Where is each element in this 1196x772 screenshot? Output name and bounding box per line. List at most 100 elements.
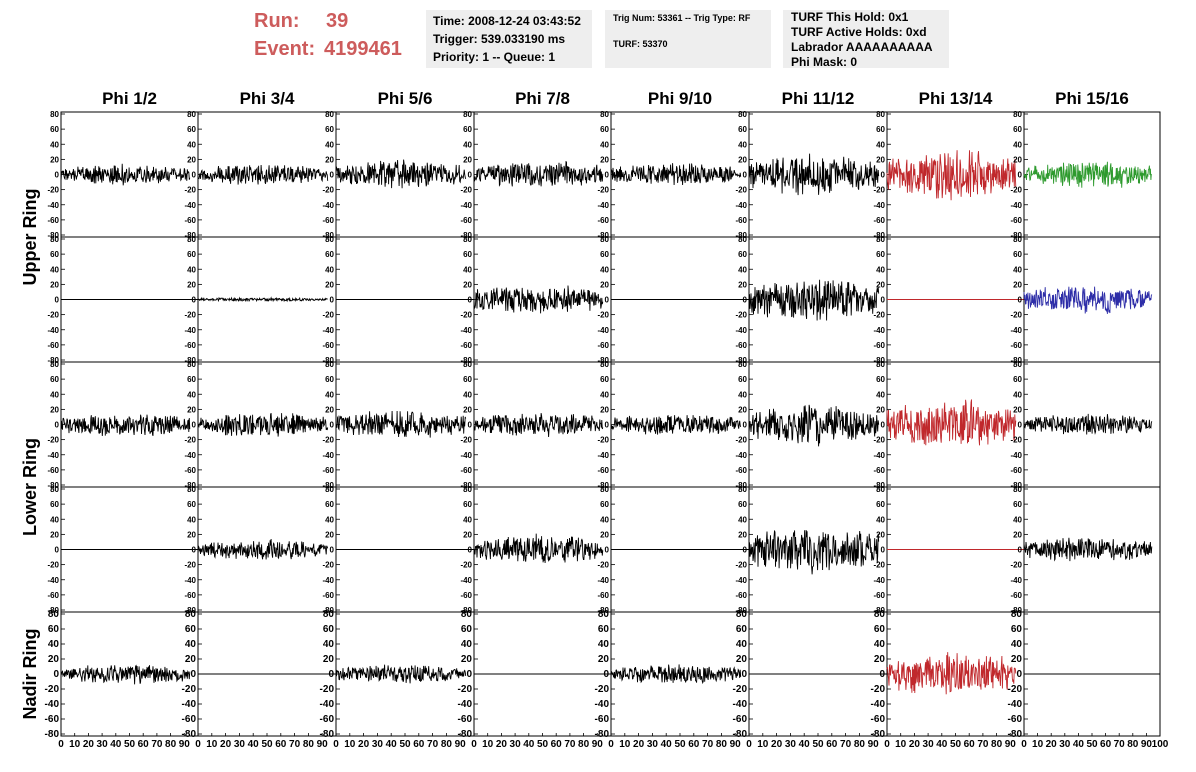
waveform-panel: 80 60 40 20 0 -20 -40 -60 -80 — [47, 235, 199, 365]
y-tick-label: -40 — [733, 699, 748, 710]
x-tick-label: 50 — [124, 739, 136, 750]
y-tick-label: 80 — [876, 360, 885, 369]
waveform-trace — [886, 399, 1017, 446]
y-tick-label: -40 — [47, 451, 59, 460]
waveform-panel: 80 60 40 20 0 -20 -40 -60 -80 — [597, 235, 750, 365]
waveform-panel: 80 60 40 20 0 -20 -40 -60 -80 — [460, 110, 612, 240]
y-tick-label: 80 — [323, 609, 335, 620]
y-tick-label: -40 — [320, 699, 335, 710]
y-tick-label: -80 — [597, 231, 609, 240]
x-tick-label: 60 — [551, 739, 563, 750]
waveform-trace — [1023, 413, 1153, 435]
y-tick-label: 40 — [1013, 140, 1022, 149]
x-tick-label: 60 — [826, 739, 838, 750]
x-tick-label: 50 — [950, 739, 962, 750]
y-tick-label: -20 — [322, 311, 334, 320]
x-tick-label: 40 — [799, 739, 811, 750]
waveform-panel: 80 60 40 20 0 -20 -40 -60 -80 — [735, 235, 888, 365]
y-tick-label: 80 — [876, 485, 885, 494]
y-tick-label: 60 — [1011, 624, 1023, 635]
y-tick-label: 40 — [874, 639, 886, 650]
y-tick-label: -80 — [460, 356, 472, 365]
y-tick-label: -40 — [460, 451, 472, 460]
y-tick-label: 80 — [50, 235, 59, 244]
y-tick-label: 20 — [738, 530, 747, 539]
y-tick-label: 0 — [743, 546, 748, 555]
waveform-trace — [60, 664, 191, 685]
y-tick-label: -60 — [45, 714, 60, 725]
y-tick-label: -20 — [47, 186, 59, 195]
y-tick-label: 40 — [187, 390, 196, 399]
y-tick-label: -80 — [322, 481, 334, 490]
x-tick-label: 60 — [275, 739, 287, 750]
waveform-trace — [748, 529, 880, 575]
y-tick-label: 40 — [187, 515, 196, 524]
y-tick-label: -80 — [322, 356, 334, 365]
x-tick-label: 30 — [372, 739, 384, 750]
column-header: Phi 3/4 — [240, 89, 295, 108]
y-tick-label: 40 — [50, 390, 59, 399]
y-tick-label: -40 — [460, 576, 472, 585]
x-tick-label: 20 — [771, 739, 783, 750]
y-tick-label: -40 — [460, 326, 472, 335]
y-tick-label: 0 — [881, 171, 886, 180]
ring-label: Lower Ring — [20, 438, 40, 536]
labrador-text: Labrador AAAAAAAAAA — [791, 40, 933, 54]
x-tick-label: 30 — [97, 739, 109, 750]
x-tick-label: 70 — [564, 739, 576, 750]
y-tick-label: -40 — [184, 451, 196, 460]
x-tick-label: 10 — [344, 739, 356, 750]
y-tick-label: -80 — [733, 729, 748, 740]
y-tick-label: 40 — [325, 515, 334, 524]
y-tick-label: -40 — [184, 576, 196, 585]
y-tick-label: -40 — [873, 576, 885, 585]
y-tick-label: 20 — [600, 280, 609, 289]
y-tick-label: -20 — [47, 311, 59, 320]
y-tick-label: -40 — [873, 451, 885, 460]
y-tick-label: 40 — [1013, 515, 1022, 524]
y-tick-label: 40 — [876, 515, 885, 524]
y-tick-label: 60 — [738, 250, 747, 259]
x-tick-label: 80 — [854, 739, 866, 750]
y-tick-label: 0 — [743, 421, 748, 430]
y-tick-label: -20 — [460, 311, 472, 320]
y-tick-label: -60 — [735, 591, 747, 600]
time-info-panel: Time: 2008-12-24 03:43:52 Trigger: 539.0… — [426, 10, 592, 68]
y-tick-label: -40 — [871, 699, 886, 710]
y-tick-label: 60 — [461, 624, 473, 635]
waveform-panel: 80 60 40 20 0 -20 -40 -60 -80 — [873, 110, 1025, 240]
y-tick-label: 60 — [738, 500, 747, 509]
y-tick-label: -60 — [460, 466, 472, 475]
x-tick-label: 60 — [1100, 739, 1112, 750]
waveform-panel: 80 60 40 20 0 -20 -40 -60 -80 — [1010, 235, 1161, 365]
y-tick-label: 80 — [736, 609, 748, 620]
y-tick-label: 20 — [187, 155, 196, 164]
y-tick-label: 40 — [600, 515, 609, 524]
y-tick-label: -80 — [184, 231, 196, 240]
y-tick-label: 0 — [881, 296, 886, 305]
y-tick-label: -60 — [873, 216, 885, 225]
y-tick-label: 0 — [330, 546, 335, 555]
y-tick-label: -40 — [1010, 201, 1022, 210]
y-tick-label: -40 — [1008, 699, 1023, 710]
waveform-trace — [748, 153, 880, 196]
waveform-trace — [197, 413, 329, 437]
y-tick-label: -60 — [184, 341, 196, 350]
y-tick-label: -60 — [460, 341, 472, 350]
x-tick-label: 40 — [936, 739, 948, 750]
y-tick-label: 20 — [50, 530, 59, 539]
y-tick-label: 40 — [876, 140, 885, 149]
y-tick-label: 60 — [187, 125, 196, 134]
x-tick-label: 70 — [977, 739, 989, 750]
y-tick-label: 20 — [187, 530, 196, 539]
x-tick-label: 20 — [909, 739, 921, 750]
y-tick-label: -20 — [1010, 561, 1022, 570]
y-tick-label: 0 — [192, 546, 197, 555]
y-tick-label: 80 — [461, 609, 473, 620]
y-tick-label: 40 — [1011, 639, 1023, 650]
y-tick-label: -80 — [322, 231, 334, 240]
